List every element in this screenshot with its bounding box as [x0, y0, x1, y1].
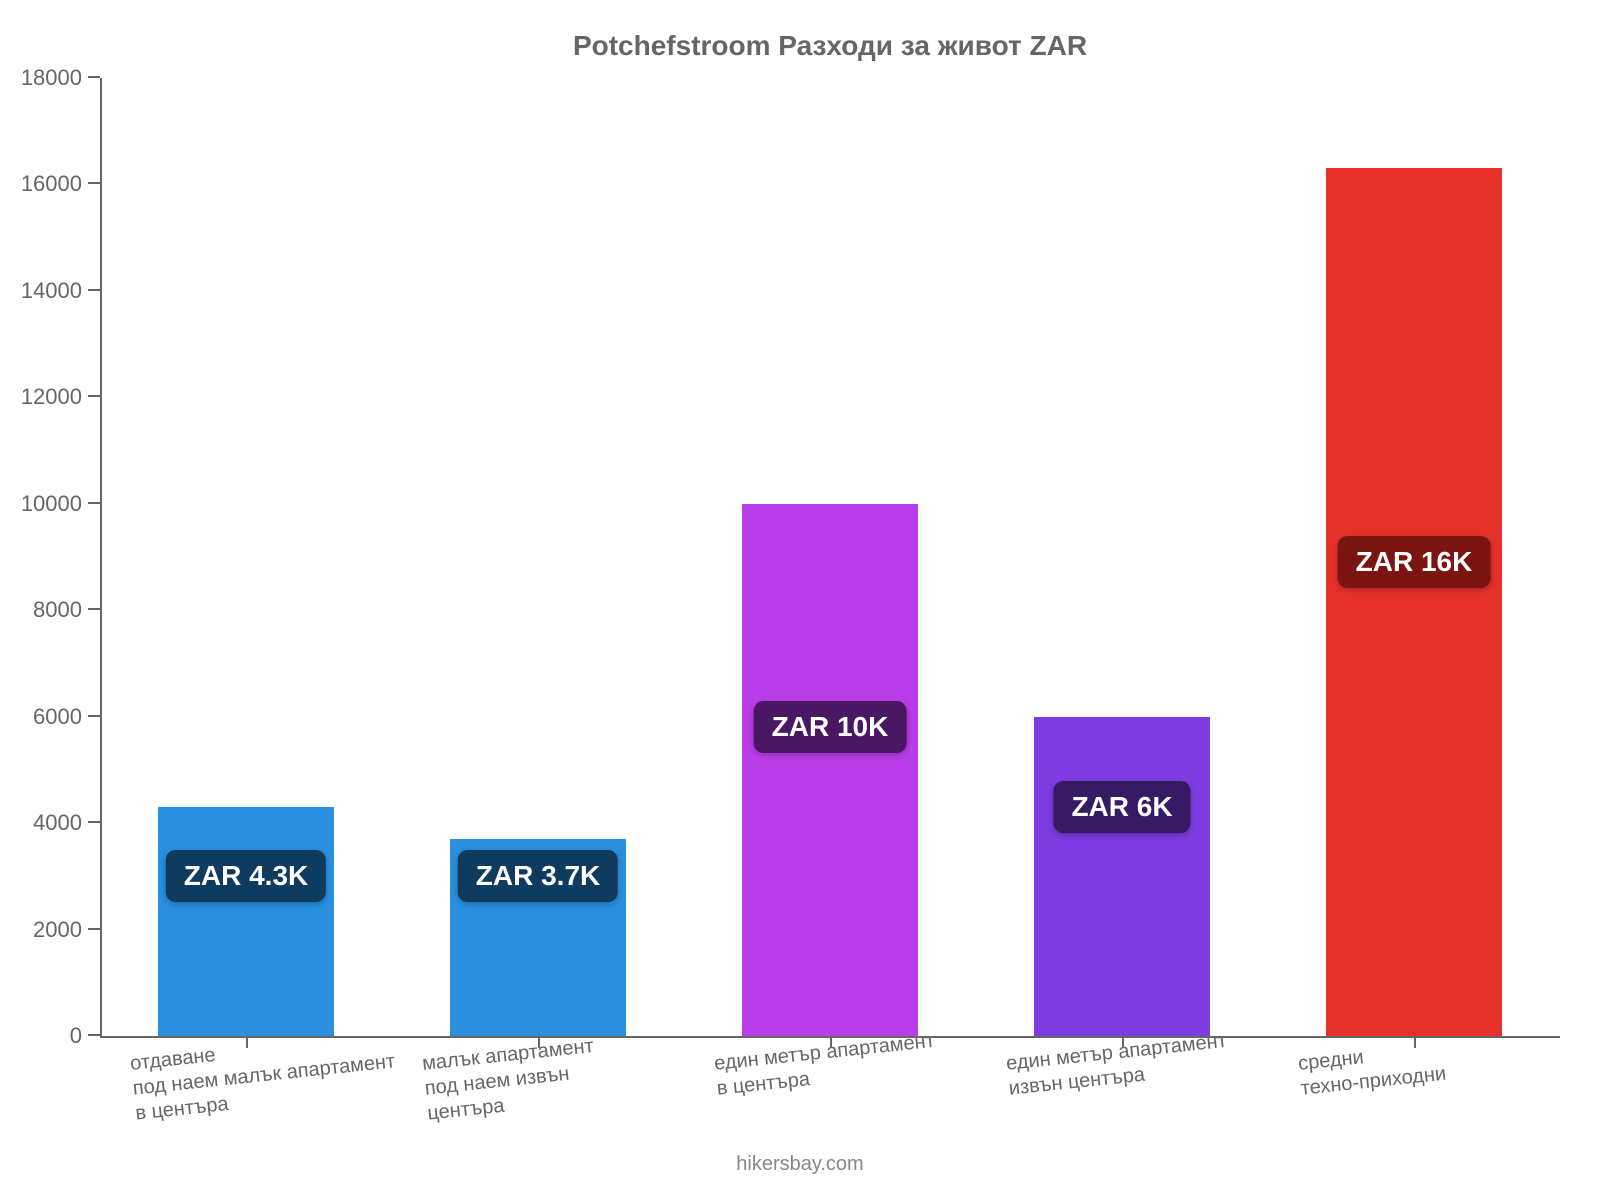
bar-value-badge: ZAR 16K [1338, 536, 1491, 588]
x-axis-labels: отдаване под наем малък апартамент в цен… [100, 1038, 1560, 1158]
y-tick-label: 18000 [21, 65, 100, 91]
chart-title: Potchefstroom Разходи за живот ZAR [100, 30, 1560, 62]
y-tick-label: 8000 [33, 597, 100, 623]
bar-value-badge: ZAR 6K [1053, 781, 1190, 833]
bar-value-badge: ZAR 4.3K [166, 850, 326, 902]
y-tick-label: 4000 [33, 810, 100, 836]
bar [158, 807, 333, 1036]
x-tick-label: отдаване под наем малък апартамент в цен… [129, 1024, 399, 1126]
y-tick-label: 0 [70, 1023, 100, 1049]
bar [1034, 717, 1209, 1036]
bar-value-badge: ZAR 10K [754, 701, 907, 753]
bar [1326, 168, 1501, 1036]
x-tick-label: един метър апартамент в центъра [713, 1029, 939, 1102]
y-tick-label: 10000 [21, 491, 100, 517]
x-tick-label: малък апартамент под наем извън центъра [421, 1034, 600, 1127]
y-tick-label: 16000 [21, 171, 100, 197]
attribution: hikersbay.com [0, 1153, 1600, 1176]
y-tick-label: 6000 [33, 704, 100, 730]
plot-area: ZAR 4.3KZAR 3.7KZAR 10KZAR 6KZAR 16K 020… [100, 78, 1560, 1038]
y-tick-label: 12000 [21, 384, 100, 410]
bar [742, 504, 917, 1036]
x-tick-label: средни техно-приходни [1297, 1037, 1447, 1102]
y-tick-label: 2000 [33, 917, 100, 943]
bars-layer: ZAR 4.3K ZAR 3.7K ZAR 10K ZAR 6K ZAR 16K [100, 78, 1560, 1036]
bar-value-badge: ZAR 3.7K [458, 850, 618, 902]
x-tick-label: един метър апартамент извън центъра [1005, 1029, 1231, 1102]
y-tick-label: 14000 [21, 278, 100, 304]
chart-container: Potchefstroom Разходи за живот ZAR ZAR 4… [0, 0, 1600, 1200]
